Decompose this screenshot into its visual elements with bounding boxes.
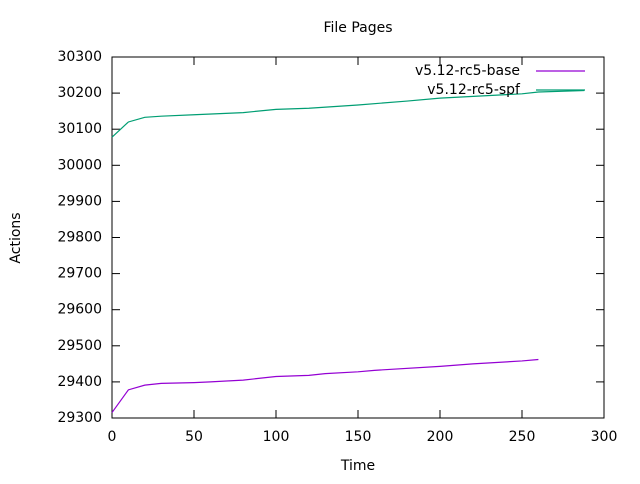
y-tick-label: 29700 xyxy=(57,266,102,282)
y-tick-label: 29300 xyxy=(57,410,102,426)
y-tick-label: 30000 xyxy=(57,157,102,173)
y-axis-label: Actions xyxy=(8,212,24,263)
x-tick-label: 200 xyxy=(427,429,454,445)
x-tick-label: 50 xyxy=(185,429,203,445)
y-tick-label: 29900 xyxy=(57,193,102,209)
x-tick-label: 150 xyxy=(345,429,372,445)
x-tick-label: 300 xyxy=(591,429,618,445)
series-line xyxy=(111,89,585,138)
chart-title: File Pages xyxy=(323,20,392,36)
y-tick-label: 29800 xyxy=(57,230,102,246)
y-tick-label: 29500 xyxy=(57,338,102,354)
y-tick-label: 30300 xyxy=(57,49,102,65)
x-tick-label: 250 xyxy=(509,429,536,445)
y-tick-label: 30100 xyxy=(57,121,102,137)
y-tick-label: 29400 xyxy=(57,374,102,390)
plot-frame xyxy=(111,56,605,419)
legend-label: v5.12-rc5-base xyxy=(415,63,520,79)
series-line xyxy=(111,358,539,413)
y-tick-label: 30200 xyxy=(57,85,102,101)
x-axis-label: Time xyxy=(340,458,375,474)
y-tick-label: 29600 xyxy=(57,302,102,318)
x-tick-label: 0 xyxy=(108,429,117,445)
legend-label: v5.12-rc5-spf xyxy=(427,82,521,98)
x-tick-label: 100 xyxy=(263,429,290,445)
